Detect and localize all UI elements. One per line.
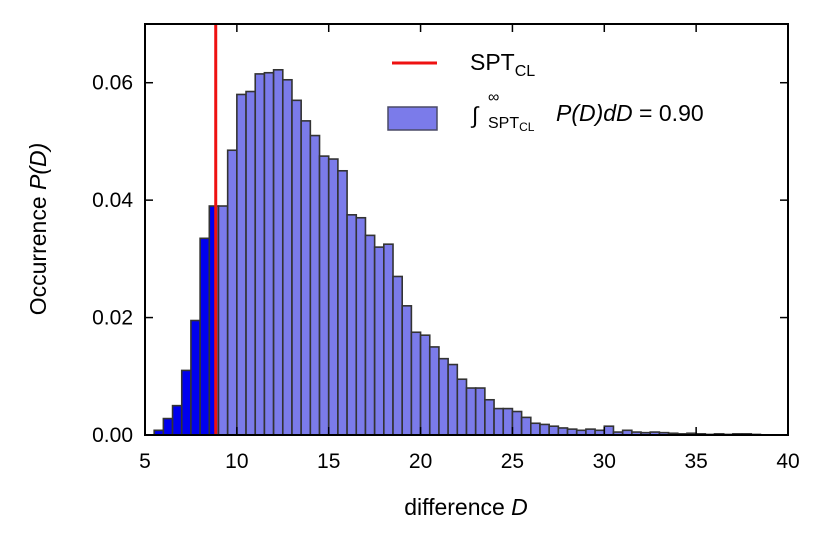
histogram-bar-below <box>200 238 210 435</box>
legend-patch-swatch <box>387 106 438 131</box>
histogram-bar <box>310 135 320 436</box>
y-tick-label: 0.06 <box>92 72 133 95</box>
x-tick-label: 10 <box>225 450 248 473</box>
histogram-bar <box>246 91 256 436</box>
histogram-bar <box>659 432 669 435</box>
histogram-bar <box>347 214 357 435</box>
histogram-bar <box>457 379 467 435</box>
histogram-bar <box>429 346 439 435</box>
histogram-bar <box>494 408 504 435</box>
histogram-bar <box>402 305 412 435</box>
legend-integral-sign: ∫ <box>470 102 480 128</box>
histogram-bar <box>227 150 237 435</box>
histogram-bar-below <box>181 370 191 435</box>
histogram-bar <box>604 426 614 435</box>
histogram-bar <box>420 335 430 435</box>
histogram-bar <box>567 429 577 435</box>
histogram-bar <box>631 432 642 435</box>
histogram-bar <box>383 244 394 435</box>
histogram-bar <box>549 426 559 435</box>
histogram-bar <box>539 424 550 435</box>
x-tick-label: 40 <box>776 450 799 473</box>
histogram-bar <box>337 170 348 436</box>
histogram-bar-below <box>209 206 216 435</box>
histogram-bar <box>466 388 476 435</box>
histogram-bar <box>650 432 660 435</box>
histogram-bar <box>475 388 485 435</box>
histogram-bar <box>641 432 651 435</box>
histogram-bar <box>512 411 522 435</box>
x-tick-label: 35 <box>684 450 707 473</box>
histogram-bar <box>291 100 302 435</box>
histogram-bar <box>273 69 283 435</box>
histogram-bar <box>365 235 375 435</box>
histogram-bar <box>301 120 311 435</box>
histogram-bar <box>622 430 632 435</box>
x-tick-label: 15 <box>317 450 340 473</box>
histogram-bar <box>595 430 605 435</box>
histogram-bar-below <box>163 418 173 435</box>
legend-integral-text: P(D)dD = 0.90 <box>556 100 704 126</box>
x-ticks: 5 10 15 20 25 30 35 40 <box>139 24 800 473</box>
histogram-bar <box>530 423 540 435</box>
histogram-bar <box>484 399 495 435</box>
histogram-bar <box>393 276 403 435</box>
histogram-bar <box>264 72 274 436</box>
bars-group <box>153 68 762 436</box>
x-axis-label: difference D <box>404 494 528 520</box>
histogram-bar <box>236 94 247 435</box>
legend-integral-upper: ∞ <box>488 89 499 106</box>
x-tick-label: 20 <box>409 450 432 473</box>
legend-label-spt: SPTCL <box>470 49 535 80</box>
x-tick-label: 5 <box>139 450 151 473</box>
histogram-bar-below <box>172 405 182 435</box>
histogram-bar <box>374 247 384 435</box>
histogram-bar <box>282 79 292 436</box>
y-tick-label: 0.02 <box>92 307 133 330</box>
legend-integral-lower: SPTCL <box>488 115 535 134</box>
histogram-bar-below <box>190 320 201 435</box>
y-tick-label: 0.04 <box>92 189 133 212</box>
plot-frame <box>144 23 789 436</box>
histogram-bar <box>438 358 449 435</box>
histogram-bar <box>503 408 513 435</box>
histogram-bar <box>255 73 265 436</box>
histogram-bar <box>558 427 568 435</box>
y-tick-label: 0.00 <box>92 424 133 447</box>
histogram-bar <box>328 159 338 436</box>
histogram-bar <box>319 156 329 435</box>
histogram-bar <box>448 364 458 435</box>
x-tick-label: 30 <box>593 450 616 473</box>
histogram-bar <box>218 206 228 435</box>
histogram-bar <box>576 430 586 435</box>
histogram-bar <box>411 332 421 435</box>
histogram-bar <box>521 417 531 435</box>
histogram-bar <box>585 429 596 435</box>
y-axis-label: Occurrence P(D) <box>25 143 51 316</box>
histogram-bar-below <box>154 430 164 435</box>
histogram-bar <box>356 217 366 435</box>
histogram-bar <box>613 432 623 435</box>
x-tick-label: 25 <box>501 450 524 473</box>
y-ticks: 0.00 0.02 0.04 0.06 <box>92 72 788 447</box>
legend: SPTCL ∫ ∞ SPTCL P(D)dD = 0.90 <box>387 49 704 134</box>
